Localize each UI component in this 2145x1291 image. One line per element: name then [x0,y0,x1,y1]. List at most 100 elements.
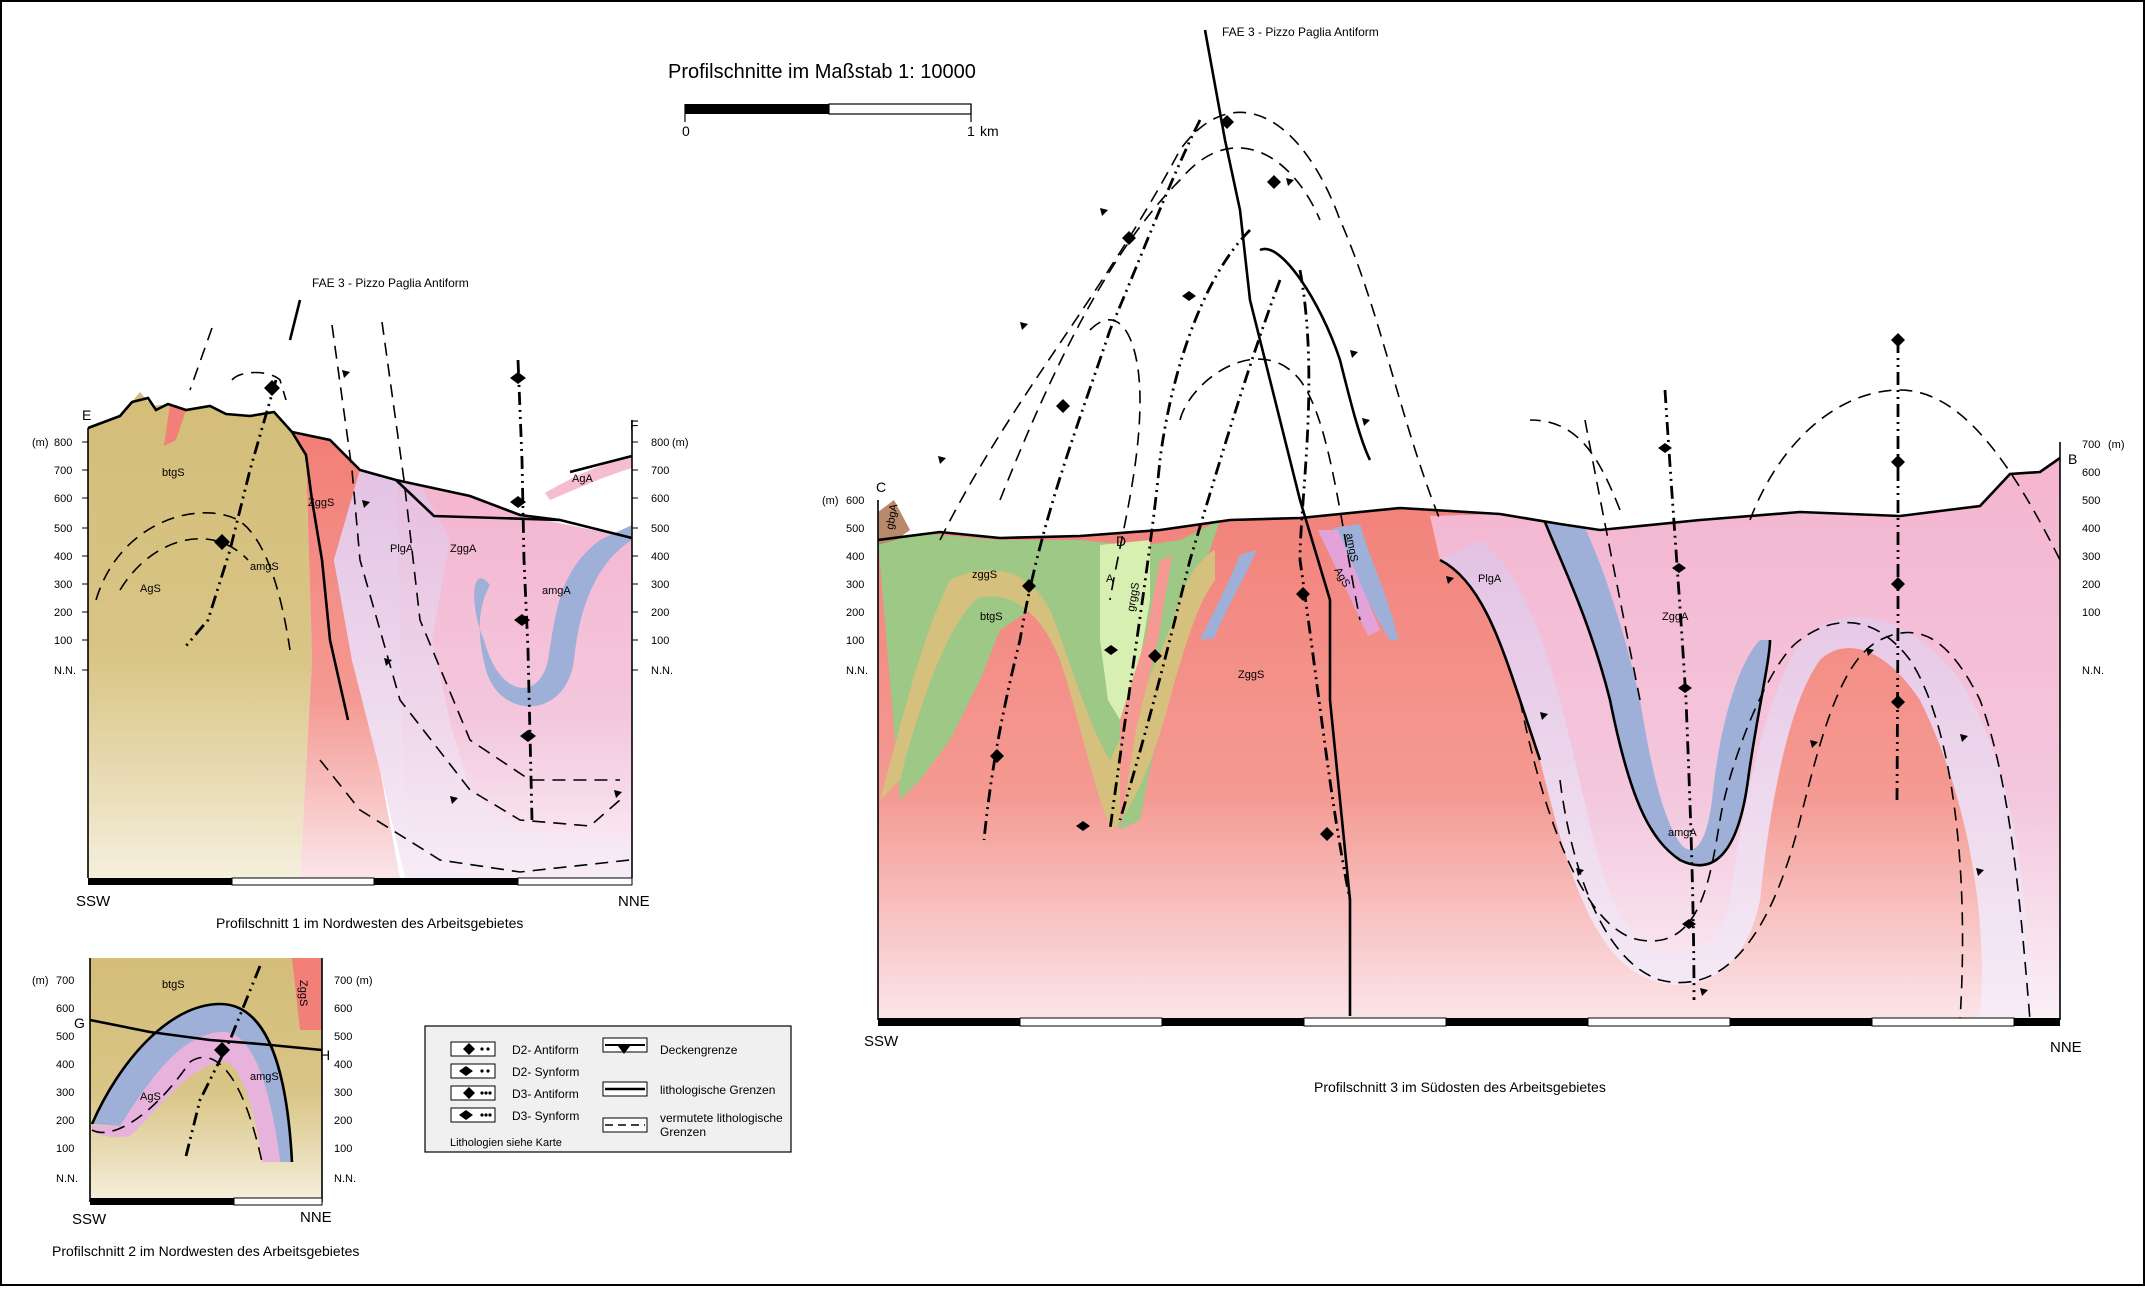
p1-tick-600: 600 [54,493,72,505]
p2-rtick-nn: N.N. [334,1173,356,1185]
p3-topography [877,456,2061,542]
p3-grggS-area [1120,556,1172,830]
p2-tick-300: 300 [56,1087,74,1099]
profile-1-topography [87,396,633,540]
p1-tick-300: 300 [54,579,72,591]
p2-unit-right: (m) [356,975,373,987]
p2-end-G: G [74,1015,85,1031]
sheet-title: Profilschnitte im Maßstab 1: 10000 [668,61,976,83]
p1-unit-AgS: AgS [140,583,161,595]
p3-axis-4 [1298,269,1352,901]
p2-ZggS-area [292,958,322,1030]
p1-rtick-100: 100 [651,635,669,647]
p2-tick-200: 200 [56,1115,74,1127]
profile-1-fault-stub [288,299,302,341]
p3-unit-left: (m) [822,495,839,507]
p3-dashed-5 [1559,631,2031,1021]
p3-rtick-700: 700 [2082,439,2100,451]
legend-deckengrenze: Deckengrenze [660,1043,738,1057]
p3-unit-PlgA: PlgA [1478,573,1502,585]
p1-rtick-700: 700 [651,465,669,477]
p2-dashed [91,1056,263,1163]
p3-rtick-500: 500 [2082,495,2100,507]
p1-tick-500: 500 [54,523,72,535]
p1-tick-400: 400 [54,551,72,563]
p3-amgA-area [1545,522,1770,866]
legend-d3-antiform: D3- Antiform [512,1087,579,1101]
p3-point-D: D [1116,533,1126,549]
p3-AgS-area [1318,530,1380,636]
p1-tick-700: 700 [54,465,72,477]
p3-rtick-400: 400 [2082,523,2100,535]
legend-d3-synform: D3- Synform [512,1109,579,1123]
unit-PlgA-area-1 [334,470,405,878]
p1-rtick-600: 600 [651,493,669,505]
legend-vermutete-2: Grenzen [660,1125,706,1139]
scale-start: 0 [682,123,690,139]
p3-boundary-3 [1259,247,1372,461]
p1-tick-800: 800 [54,437,72,449]
p3-tick-300: 300 [846,579,864,591]
p3-tick-nn: N.N. [846,665,868,677]
p2-rtick-500: 500 [334,1031,352,1043]
p1-tick-nn: N.N. [54,665,76,677]
p3-rtick-200: 200 [2082,579,2100,591]
p3-PlgA-area [1440,540,2030,1020]
profile-1: (m) (m) 800 700 600 500 400 300 200 100 … [32,276,689,931]
p1-unit-ZggA: ZggA [450,543,477,555]
legend-d2-synform: D2- Synform [512,1065,579,1079]
scale-bar: 0 1 km [682,103,999,139]
p1-unit-ZggS: ZggS [308,497,334,509]
p2-tick-600: 600 [56,1003,74,1015]
p2-rtick-300: 300 [334,1087,352,1099]
profile-1-axis-1 [184,379,278,647]
legend-note: Lithologien siehe Karte [450,1137,562,1149]
p2-unit-btgS: btgS [162,979,185,991]
p1-rtick-200: 200 [651,607,669,619]
p1-dir-right: NNE [618,893,650,910]
p1-tick-100: 100 [54,635,72,647]
p3-dir-left: SSW [864,1033,899,1050]
p3-unit-gbgA: gbgA [884,502,900,530]
unit-PlgA-lower [396,480,632,878]
scale-end: 1 [967,123,975,139]
p1-end-E: E [82,407,91,423]
p3-rtick-nn: N.N. [2082,665,2104,677]
p3-dashed-arc-3 [1749,389,2061,561]
unit-ZggS-top-1 [164,404,186,446]
p3-btgS-area [880,550,1215,830]
p2-distance-bar [90,1197,323,1206]
p2-tick-500: 500 [56,1031,74,1043]
p1-rtick-nn: N.N. [651,665,673,677]
p2-tick-700: 700 [56,975,74,987]
p3-unit-ZggS: ZggS [1238,669,1264,681]
p1-tick-200: 200 [54,607,72,619]
p2-tick-100: 100 [56,1143,74,1155]
p1-fold-label: FAE 3 - Pizzo Paglia Antiform [312,276,469,290]
p3-amgS-area [1333,524,1398,640]
profile-1-AgA-boundary [569,454,633,474]
p2-antiform-symbol [214,1042,230,1058]
profile-1-dashed-5 [119,537,249,591]
p2-unit-AgS: AgS [140,1091,161,1103]
p3-rtick-100: 100 [2082,607,2100,619]
profile-1-dashed-6 [189,327,287,401]
p2-AgS-area [92,1031,280,1162]
p1-dir-left: SSW [76,893,111,910]
p1-unit-amgS: amgS [250,561,279,573]
p2-tick-nn: N.N. [56,1173,78,1185]
p2-rtick-200: 200 [334,1115,352,1127]
p3-rtick-300: 300 [2082,551,2100,563]
scale-unit: km [980,123,999,139]
p2-dir-left: SSW [72,1211,107,1228]
legend-vermutete-1: vermutete lithologische [660,1111,783,1125]
p3-rtick-600: 600 [2082,467,2100,479]
p3-tick-400: 400 [846,551,864,563]
p2-caption: Profilschnitt 2 im Nordwesten des Arbeit… [52,1243,359,1259]
profile-2: (m) (m) 700 600 500 400 300 200 100 N.N.… [32,958,373,1259]
p3-unit-btgS: btgS [980,611,1003,623]
p2-rtick-700: 700 [334,975,352,987]
p3-unit-amgA: amgA [1668,827,1697,839]
